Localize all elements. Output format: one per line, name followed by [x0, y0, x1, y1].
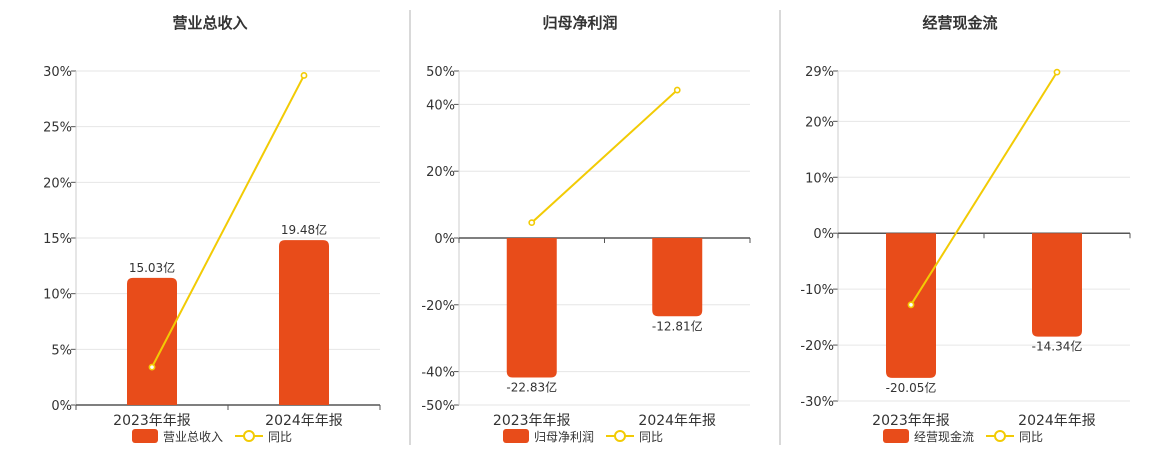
bar: [1032, 233, 1082, 337]
legend-bar-swatch: [132, 429, 158, 443]
legend-line-label: 同比: [639, 430, 663, 444]
x-tick-label: 2023年年报: [872, 413, 950, 429]
bar: [127, 277, 177, 405]
chart-title: 经营现金流: [922, 14, 997, 32]
yoy-point: [1053, 68, 1061, 76]
legend-bar-label: 营业总收入: [163, 430, 223, 444]
yoy-point: [673, 86, 681, 94]
chart-title: 归母净利润: [542, 14, 617, 32]
chart-panel-1: 营业总收入 0% 5% 10% 15% 20% 25% 30% 2023年年报 2024年年报 15…: [43, 14, 381, 444]
x-tick-label: 2024年年报: [1018, 413, 1096, 429]
legend-bar-swatch: [503, 429, 529, 443]
legend-line-label: 同比: [268, 430, 292, 444]
yoy-line: [531, 89, 678, 224]
bar-value-label: -12.81亿: [652, 318, 703, 333]
y-tick-label: 10%: [805, 171, 834, 186]
y-tick-label: 25%: [43, 121, 72, 136]
yoy-point: [907, 301, 915, 309]
y-tick-label: -40%: [421, 366, 455, 381]
bar: [279, 240, 329, 405]
y-tick-label: 10%: [43, 288, 72, 303]
y-tick-label: 5%: [51, 343, 72, 358]
bar-value-label: -14.34亿: [1032, 339, 1083, 354]
chart-panel-2: 归母净利润 -50% -40% -20% 0% 20% 40% 50% 2023年年报 2024年…: [409, 10, 751, 445]
y-tick-label: 20%: [426, 165, 455, 180]
yoy-line: [910, 71, 1058, 306]
y-tick-label: -30%: [800, 395, 834, 410]
y-tick-label: -20%: [421, 299, 455, 314]
bar-value-label: -22.83亿: [506, 380, 557, 395]
legend-line-marker: [614, 430, 626, 442]
y-tick-label: 0%: [813, 227, 834, 242]
x-tick-label: 2023年年报: [113, 413, 191, 429]
chart-panel-3: 经营现金流 -30% -20% -10% 0% 10% 20% 29% 2023年年报 2024年…: [779, 10, 1131, 445]
y-tick-label: -20%: [800, 339, 834, 354]
y-tick-label: -10%: [800, 283, 834, 298]
x-tick-label: 2024年年报: [638, 413, 716, 429]
x-tick-label: 2024年年报: [265, 413, 343, 429]
yoy-point: [300, 72, 308, 79]
bar: [506, 238, 557, 378]
yoy-point: [148, 363, 156, 371]
y-tick-label: 0%: [434, 232, 455, 247]
x-tick-label: 2023年年报: [493, 413, 571, 429]
chart-title: 营业总收入: [172, 14, 247, 32]
y-tick-label: 29%: [805, 65, 834, 80]
legend-bar-label: 经营现金流: [914, 429, 974, 444]
bar-value-label: 15.03亿: [129, 260, 175, 275]
y-tick-label: 20%: [805, 115, 834, 130]
bar-value-label: -20.05亿: [886, 380, 937, 395]
y-tick-label: 0%: [51, 399, 72, 414]
legend-line-marker: [243, 430, 255, 442]
y-tick-label: 40%: [426, 98, 455, 113]
legend-bar-swatch: [883, 429, 909, 443]
legend-line-label: 同比: [1019, 430, 1043, 444]
y-tick-label: 30%: [43, 65, 72, 80]
y-tick-label: 15%: [43, 232, 72, 247]
y-tick-label: -50%: [421, 399, 455, 414]
y-tick-label: 20%: [43, 176, 72, 191]
legend-bar-label: 归母净利润: [534, 430, 594, 444]
y-tick-label: 50%: [426, 65, 455, 80]
yoy-line: [151, 74, 305, 368]
yoy-point: [528, 219, 536, 227]
legend-line-marker: [994, 430, 1006, 442]
bar: [652, 238, 703, 317]
bar-value-label: 19.48亿: [281, 222, 327, 237]
